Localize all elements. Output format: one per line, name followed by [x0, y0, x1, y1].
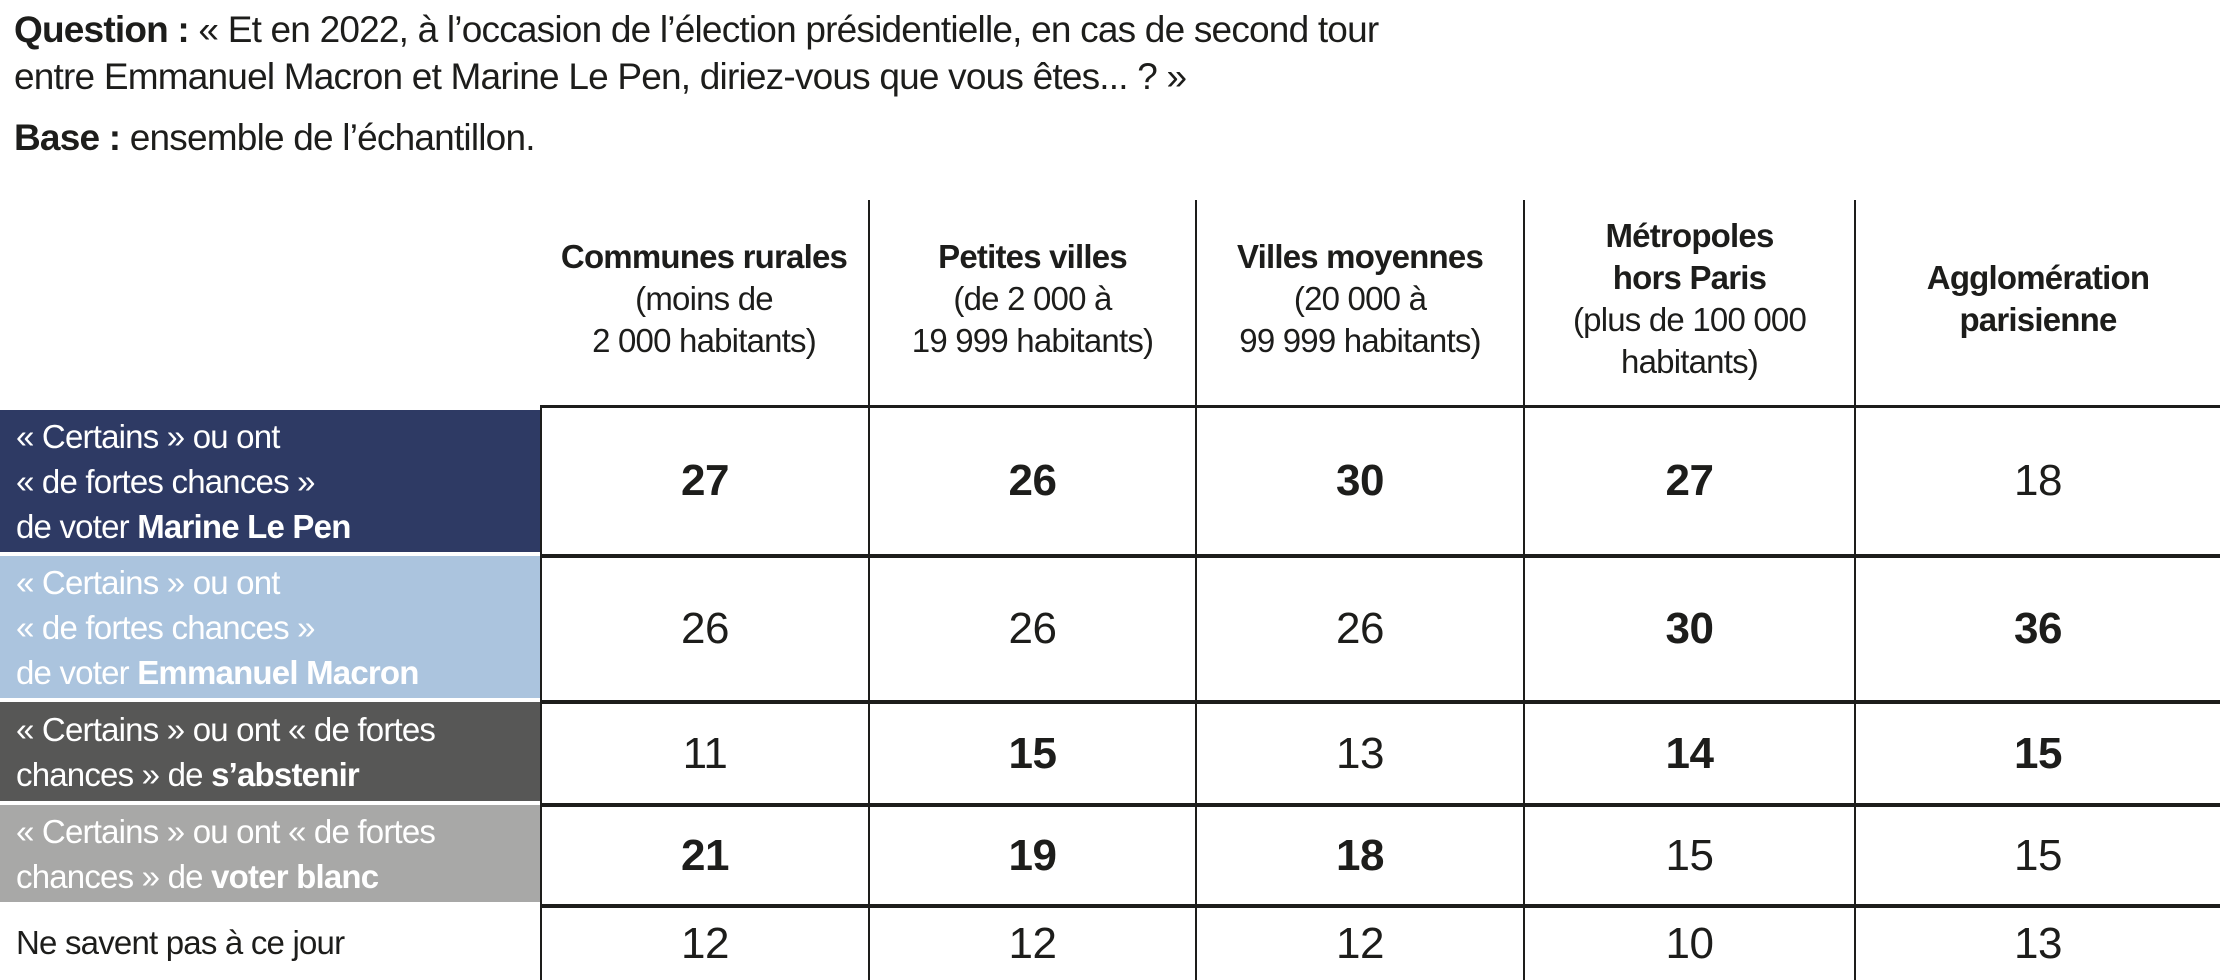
question-line2: entre Emmanuel Macron et Marine Le Pen, … [14, 56, 1187, 97]
table-cell-value: 26 [540, 554, 868, 700]
table-cell-value: 18 [1195, 803, 1523, 904]
column-header-petites-villes: Petites villes (de 2 000 à 19 999 habitant… [868, 200, 1195, 408]
table-cell-value: 12 [1195, 904, 1523, 980]
intro: Question : « Et en 2022, à l’occasion de… [14, 6, 1714, 161]
column-header-agglomeration-parisienne: Agglomération parisienne [1854, 200, 2220, 408]
question-line1: « Et en 2022, à l’occasion de l’élection… [188, 9, 1379, 50]
column-header-villes-moyennes: Villes moyennes (20 000 à 99 999 habitants… [1195, 200, 1523, 408]
table-cell-value: 26 [868, 408, 1195, 554]
table-cell-value: 26 [1195, 554, 1523, 700]
survey-table: Communes rurales (moins de 2 000 habitants… [0, 200, 2220, 980]
table-cell-value: 10 [1523, 904, 1854, 980]
row-label-box: Ne savent pas à ce jour [16, 923, 345, 961]
table-cell-value: 13 [1854, 904, 2220, 980]
row-label-box: « Certains » ou ont « de fortes chances »… [0, 410, 540, 552]
table-cell-value: 11 [540, 700, 868, 803]
question-text: Question : « Et en 2022, à l’occasion de… [14, 6, 1714, 100]
table-cell-value: 14 [1523, 700, 1854, 803]
row-label-abstenir: « Certains » ou ont « de fortes chances »… [0, 700, 540, 803]
row-label-box: « Certains » ou ont « de fortes chances »… [0, 805, 540, 902]
question-label: Question : [14, 9, 190, 50]
base-body: ensemble de l’échantillon. [120, 117, 536, 158]
table-cell-value: 27 [540, 408, 868, 554]
table-cell-value: 12 [868, 904, 1195, 980]
column-header-metropoles-hors-paris: Métropoles hors Paris (plus de 100 000 habi… [1523, 200, 1854, 408]
base-text: Base : ensemble de l’échantillon. [14, 114, 1714, 161]
table-cell-value: 21 [540, 803, 868, 904]
table-cell-value: 36 [1854, 554, 2220, 700]
table-cell-value: 27 [1523, 408, 1854, 554]
row-label-box: « Certains » ou ont « de fortes chances »… [0, 702, 540, 801]
row-label-macron: « Certains » ou ont « de fortes chances »… [0, 554, 540, 700]
row-label-le-pen: « Certains » ou ont « de fortes chances »… [0, 408, 540, 554]
table-cell-value: 30 [1523, 554, 1854, 700]
row-label-ne-savent-pas: Ne savent pas à ce jour [0, 904, 540, 980]
table-cell-value: 15 [1854, 803, 2220, 904]
table-cell-value: 15 [1523, 803, 1854, 904]
column-header-communes-rurales: Communes rurales (moins de 2 000 habitants… [540, 200, 868, 408]
table-cell-value: 26 [868, 554, 1195, 700]
base-label: Base : [14, 117, 121, 158]
row-label-voter-blanc: « Certains » ou ont « de fortes chances »… [0, 803, 540, 904]
table-cell-value: 19 [868, 803, 1195, 904]
table-cell-value: 30 [1195, 408, 1523, 554]
header-empty-cell [0, 200, 540, 408]
table-cell-value: 15 [1854, 700, 2220, 803]
table-cell-value: 12 [540, 904, 868, 980]
table-cell-value: 15 [868, 700, 1195, 803]
row-label-box: « Certains » ou ont « de fortes chances »… [0, 556, 540, 698]
table-cell-value: 13 [1195, 700, 1523, 803]
table-cell-value: 18 [1854, 408, 2220, 554]
